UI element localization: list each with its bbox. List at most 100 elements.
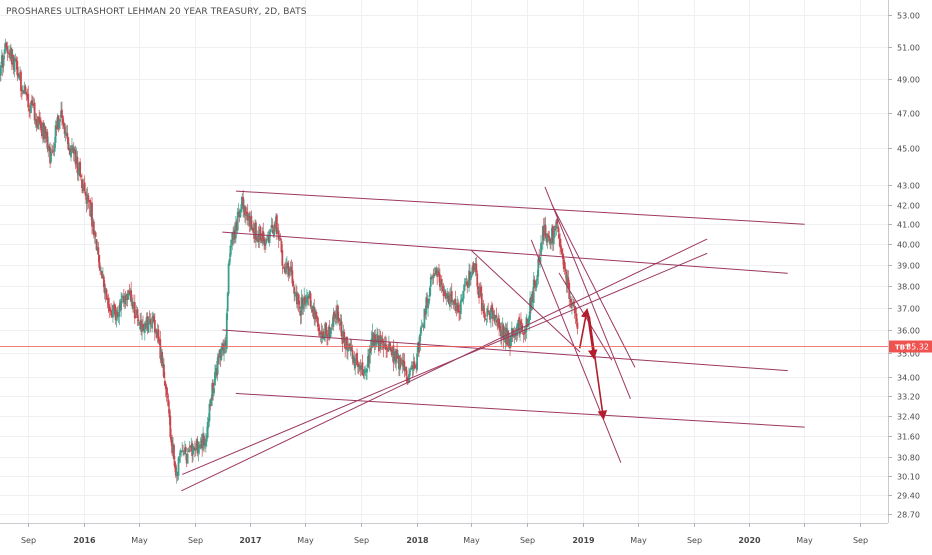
candle-body <box>307 296 310 299</box>
candle-body <box>2 55 5 66</box>
candle-body <box>347 345 349 352</box>
y-tick-label: 45.00 <box>897 145 920 154</box>
candle-body <box>511 328 514 338</box>
candle-body <box>10 48 13 65</box>
candle-body <box>379 334 382 345</box>
y-tick-label: 51.00 <box>897 44 920 53</box>
bottom-channel-line <box>235 393 805 428</box>
candle-body <box>110 310 113 316</box>
candle-body <box>61 115 64 124</box>
candle-body <box>356 352 358 366</box>
candle-body <box>408 370 411 376</box>
y-tick-label: 33.20 <box>897 393 920 402</box>
candle-body <box>157 329 160 342</box>
candle-body <box>63 127 66 135</box>
candle-body <box>85 196 88 204</box>
candle-body <box>194 448 196 451</box>
candle-body <box>306 295 309 298</box>
candle-body <box>263 238 266 245</box>
candle-body <box>483 311 486 319</box>
candle-body <box>1 55 4 68</box>
x-tick-label: Sep <box>687 536 702 545</box>
candle-body <box>84 192 87 196</box>
candle-body <box>372 333 375 346</box>
candle-body <box>138 322 141 324</box>
candle-body <box>117 316 120 317</box>
candle-body <box>566 274 569 287</box>
candle-body <box>142 323 144 328</box>
candle-body <box>399 359 402 361</box>
candle-body <box>87 195 90 201</box>
candle-body <box>279 238 282 240</box>
candle-body <box>46 131 49 149</box>
candle-body <box>564 268 567 272</box>
candle-body <box>7 52 10 54</box>
candle-body <box>428 287 431 297</box>
candle-body <box>398 355 400 369</box>
candle-body <box>148 317 151 319</box>
candle-body <box>458 310 460 313</box>
candle-body <box>392 345 395 363</box>
candle-body <box>551 226 554 243</box>
x-tick-label: May <box>297 536 314 545</box>
candle-body <box>344 343 347 349</box>
candle-body <box>434 273 437 275</box>
candle-body <box>17 73 20 77</box>
candle-body <box>250 216 253 230</box>
candle-body <box>273 225 276 236</box>
y-tick-label: 42.00 <box>897 202 920 211</box>
candle-body <box>30 100 33 105</box>
candle-body <box>231 232 234 245</box>
candle-body <box>76 156 79 173</box>
candle-body <box>204 444 206 446</box>
candle-body <box>5 42 8 48</box>
candle-body <box>170 436 173 443</box>
candle-body <box>444 291 447 299</box>
candle-body <box>357 364 360 367</box>
candle-body <box>492 314 495 319</box>
candle-body <box>264 243 266 247</box>
candle-body <box>304 296 307 304</box>
candle-body <box>526 319 529 327</box>
candle-body <box>362 373 365 376</box>
candle-body <box>94 232 97 237</box>
candle-body <box>543 224 546 235</box>
candle-body <box>473 268 476 270</box>
x-axis[interactable]: Sep 2016 May Sep 2017 May Sep 2018 May Sep 2019 May… <box>0 523 888 545</box>
candle-body <box>410 365 413 368</box>
candle-body <box>305 301 307 304</box>
candle-body <box>352 356 355 362</box>
candle-body <box>325 323 327 335</box>
candle-body <box>260 238 263 242</box>
x-tick-label: Sep <box>21 536 36 545</box>
candle-body <box>354 358 357 369</box>
candle-body <box>536 274 539 281</box>
candle-body <box>25 91 28 96</box>
candle-body <box>243 205 245 212</box>
candle-body <box>495 315 498 318</box>
candle-body <box>357 364 359 367</box>
candle-body <box>10 47 12 60</box>
candle-body <box>125 294 128 300</box>
candle-body <box>345 337 347 347</box>
candle-body <box>95 239 98 250</box>
candle-body <box>165 386 168 396</box>
y-axis[interactable]: 53.00 51.00 49.00 47.00 45.00 43.00 42.00 41.00… <box>888 0 932 550</box>
candle-body <box>236 211 239 231</box>
candle-body <box>128 290 131 294</box>
candle-body <box>405 366 408 376</box>
x-tick-label: 2018 <box>406 536 429 545</box>
candle-body <box>31 103 34 106</box>
candle-body <box>114 313 117 321</box>
candle-body <box>463 284 466 291</box>
candle-body <box>561 248 563 255</box>
candle-body <box>519 321 521 335</box>
candle-body <box>474 263 477 270</box>
candle-body <box>115 309 118 322</box>
candle-body <box>247 213 250 221</box>
candle-body <box>173 461 176 468</box>
candle-body <box>351 350 354 359</box>
candle-body <box>430 277 433 279</box>
candle-body <box>144 325 147 326</box>
candle-body <box>302 304 305 309</box>
